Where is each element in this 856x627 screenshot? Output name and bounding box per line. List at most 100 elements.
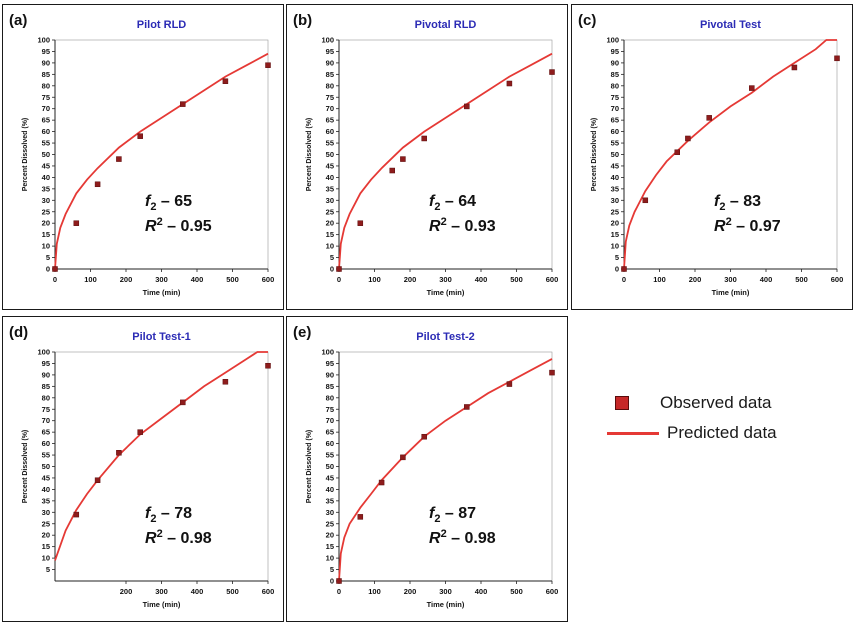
y-tick-label: 90 [611, 58, 619, 67]
y-tick-label: 100 [606, 36, 619, 45]
observed-point [674, 149, 680, 155]
x-axis-label-d: Time (min) [143, 600, 181, 609]
y-tick-label: 80 [326, 393, 334, 402]
y-tick-label: 75 [326, 93, 334, 102]
x-tick-label: 400 [191, 275, 204, 284]
x-tick-label: 500 [226, 587, 239, 596]
y-tick-label: 0 [615, 265, 619, 274]
y-tick-label: 65 [326, 428, 334, 437]
y-tick-label: 60 [326, 127, 334, 136]
x-tick-label: 300 [155, 275, 168, 284]
y-tick-label: 60 [42, 127, 50, 136]
observed-point [357, 220, 364, 226]
observed-point [791, 64, 798, 71]
y-tick-label: 85 [42, 70, 50, 79]
panel-label-d: (d) [9, 324, 28, 341]
y-tick-label: 60 [42, 439, 50, 448]
y-tick-label: 20 [42, 531, 50, 540]
y-tick-label: 55 [42, 139, 50, 148]
observed-point [222, 379, 229, 385]
observed-point [706, 115, 712, 121]
chart-b: (b) Pivotal RLD 0 5 10 15 20 25 30 35 40 45 50 55 60 65… [293, 12, 558, 297]
y-tick-label: 80 [42, 393, 50, 402]
y-tick-label: 20 [611, 219, 619, 228]
y-tick-label: 90 [42, 58, 50, 67]
y-tick-label: 20 [42, 219, 50, 228]
observed-point [621, 266, 627, 272]
panel-b: (b) Pivotal RLD 0 5 10 15 20 25 30 35 40 45 50 55 60 65… [286, 4, 568, 310]
legend-predicted: Predicted data [607, 420, 827, 446]
y-tick-label: 70 [326, 416, 334, 425]
chart-e: (e) Pilot Test-2 0 5 10 15 20 25 30 35 40 45 50 55 60 6… [293, 324, 558, 609]
y-tick-label: 5 [46, 565, 50, 574]
observed-point [116, 450, 122, 456]
x-tick-label: 600 [262, 587, 275, 596]
y-tick-label: 90 [42, 370, 50, 379]
panel-d: (d) Pilot Test-1 5 10 15 20 25 30 35 40 45 50 55 60 65… [2, 316, 284, 622]
observed-point [52, 266, 58, 272]
y-tick-label: 90 [326, 370, 334, 379]
x-axis-label-b: Time (min) [427, 288, 465, 297]
y-tick-label: 70 [42, 416, 50, 425]
x-tick-label: 0 [337, 275, 341, 284]
observed-point [549, 369, 555, 376]
panel-a: (a) Pilot RLD 0 5 10 15 20 25 30 35 40 45 50 55 60 65 70… [2, 4, 284, 310]
observed-point [464, 404, 470, 410]
y-tick-label: 95 [326, 47, 334, 56]
y-tick-label: 90 [326, 58, 334, 67]
observed-point [549, 69, 555, 75]
y-tick-label: 45 [326, 473, 334, 482]
f2-annotation-e: f2 – 87 [429, 505, 476, 525]
y-tick-label: 65 [611, 116, 619, 125]
y-tick-label: 40 [326, 173, 334, 182]
chart-title-b: Pivotal RLD [415, 19, 477, 31]
chart-a: (a) Pilot RLD 0 5 10 15 20 25 30 35 40 45 50 55 60 65 70… [9, 12, 274, 297]
x-tick-label: 200 [404, 275, 417, 284]
y-tick-label: 85 [326, 382, 334, 391]
y-tick-label: 10 [326, 242, 334, 251]
chart-title-c: Pivotal Test [700, 19, 761, 31]
observed-point [73, 220, 80, 226]
observed-point [137, 429, 143, 435]
x-tick-label: 200 [404, 587, 417, 596]
x-tick-label: 500 [510, 275, 523, 284]
y-tick-label: 20 [326, 531, 334, 540]
y-tick-label: 25 [42, 519, 50, 528]
predicted-line-b [338, 52, 553, 270]
y-tick-label: 35 [326, 184, 334, 193]
y-tick-label: 55 [42, 451, 50, 460]
y-tick-label: 15 [326, 230, 334, 239]
y-tick-label: 30 [326, 196, 334, 205]
x-tick-label: 400 [475, 275, 488, 284]
y-tick-label: 85 [326, 70, 334, 79]
r2-annotation-c: R2 – 0.97 [714, 216, 781, 235]
x-tick-label: 500 [510, 587, 523, 596]
predicted-line-e [338, 358, 553, 582]
r2-annotation-d: R2 – 0.98 [145, 528, 212, 547]
observed-point [265, 62, 271, 68]
y-tick-label: 45 [42, 473, 50, 482]
y-tick-label: 65 [42, 428, 50, 437]
observed-point [421, 135, 427, 142]
y-tick-label: 45 [42, 161, 50, 170]
y-tick-label: 15 [42, 542, 50, 551]
f2-annotation-d: f2 – 78 [145, 505, 192, 525]
chart-title-a: Pilot RLD [137, 19, 187, 31]
y-tick-label: 55 [611, 139, 619, 148]
plot-frame-a [54, 39, 269, 270]
y-tick-label: 10 [42, 242, 50, 251]
y-tick-label: 5 [615, 253, 619, 262]
y-tick-label: 85 [42, 382, 50, 391]
x-tick-label: 500 [226, 275, 239, 284]
observed-point [749, 85, 755, 91]
y-tick-label: 35 [42, 184, 50, 193]
x-tick-label: 200 [120, 275, 133, 284]
y-tick-label: 75 [611, 93, 619, 102]
y-axis-label-c: Percent Dissolved (%) [591, 118, 598, 192]
y-tick-label: 40 [42, 173, 50, 182]
x-tick-label: 300 [155, 587, 168, 596]
y-tick-label: 0 [46, 265, 50, 274]
x-axis-label-c: Time (min) [712, 288, 750, 297]
observed-point [400, 156, 406, 162]
observed-point [834, 55, 840, 62]
